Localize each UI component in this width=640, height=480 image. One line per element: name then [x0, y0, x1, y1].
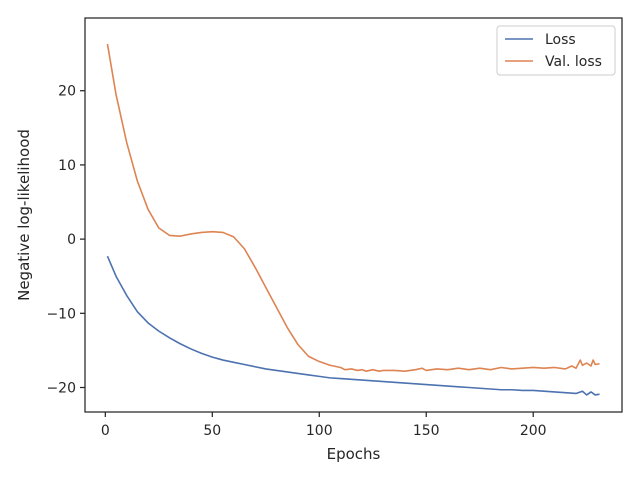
- ticks: 0 50 100 150 200 −20 −10 0 10 20: [46, 84, 546, 439]
- x-axis-label: Epochs: [327, 445, 381, 463]
- y-tick-label: −10: [46, 306, 76, 322]
- y-tick-label: 20: [58, 84, 76, 100]
- legend-label-loss: Loss: [545, 32, 576, 48]
- x-tick-label: 100: [306, 423, 333, 439]
- series-line-val-loss: [106, 43, 600, 372]
- series-line-loss: [106, 255, 600, 396]
- x-tick-label: 150: [413, 423, 440, 439]
- y-tick-label: −20: [46, 381, 76, 397]
- y-tick-label: 10: [58, 158, 76, 174]
- x-tick-label: 0: [101, 423, 110, 439]
- legend: Loss Val. loss: [496, 25, 616, 76]
- legend-label-val-loss: Val. loss: [545, 54, 602, 70]
- x-tick-label: 50: [203, 423, 221, 439]
- axes: [84, 17, 623, 413]
- y-axis-label: Negative log-likelihood: [15, 129, 33, 301]
- y-tick-label: 0: [67, 232, 76, 248]
- x-tick-label: 200: [520, 423, 547, 439]
- plot-lines: [106, 43, 600, 396]
- plot-frame: [84, 17, 623, 413]
